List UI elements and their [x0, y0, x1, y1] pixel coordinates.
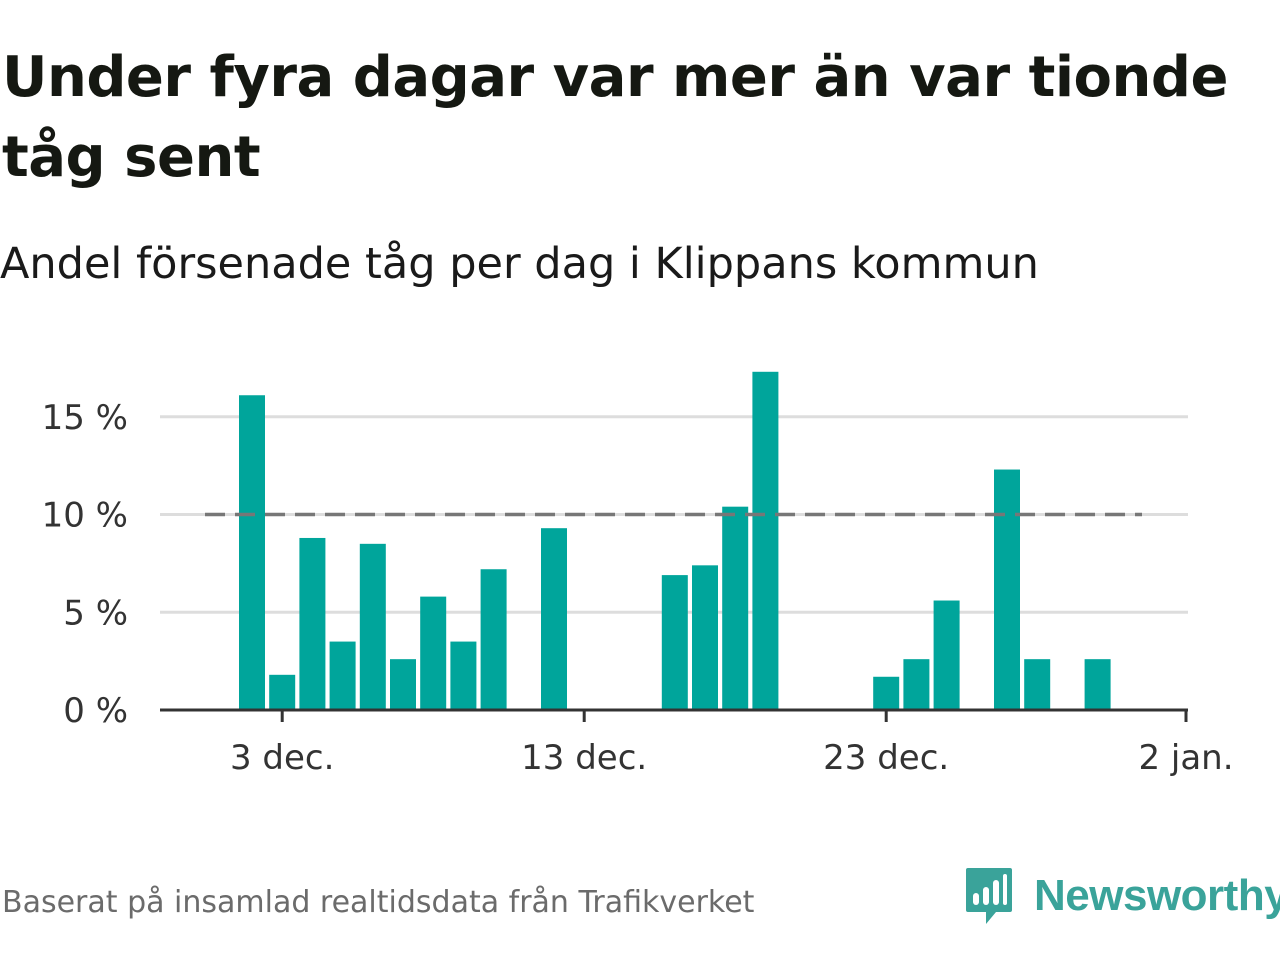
- bar: [1024, 659, 1051, 710]
- bar: [541, 528, 567, 710]
- chart-subtitle: Andel försenade tåg per dag i Klippans k…: [0, 239, 1039, 289]
- y-tick-label: 15 %: [42, 398, 128, 438]
- bar: [873, 676, 900, 710]
- bar: [661, 575, 688, 710]
- bar: [450, 641, 477, 710]
- x-axis-labels: 3 dec. 13 dec. 23 dec. 2 jan.: [230, 738, 1234, 778]
- x-axis: [160, 708, 1188, 722]
- x-tick-label: 2 jan.: [1138, 738, 1233, 778]
- bar: [420, 596, 447, 710]
- source-note: Baserat på insamlad realtidsdata från Tr…: [2, 885, 755, 920]
- x-tick-label: 23 dec.: [823, 738, 949, 778]
- chart-title: Under fyra dagar var mer än var tionde t…: [2, 45, 1228, 190]
- y-tick-label: 10 %: [42, 496, 128, 536]
- bar: [692, 565, 718, 710]
- bar: [390, 659, 416, 710]
- bar: [239, 395, 265, 710]
- bar: [269, 674, 296, 710]
- brand-name: Newsworthy: [1034, 871, 1280, 920]
- bar: [933, 600, 960, 710]
- bar-chart: 0 % 5 % 10 % 15 % 3 dec. 13 dec. 23 dec. 2 jan…: [42, 371, 1234, 778]
- brand-logo: Newsworthy: [964, 864, 1280, 928]
- bar: [329, 641, 356, 710]
- bar: [1084, 659, 1111, 710]
- bar: [359, 543, 386, 710]
- x-tick-label: 3 dec.: [230, 738, 334, 778]
- x-tick-label: 13 dec.: [521, 738, 647, 778]
- y-tick-label: 0 %: [63, 691, 128, 731]
- newsworthy-logo-icon: [966, 868, 1012, 924]
- bar: [994, 469, 1020, 710]
- bars: [239, 371, 1111, 710]
- bar: [752, 371, 779, 710]
- bar: [480, 569, 507, 710]
- bar: [722, 506, 749, 710]
- bar: [299, 537, 326, 710]
- bar: [903, 659, 930, 710]
- y-tick-label: 5 %: [63, 593, 128, 633]
- y-axis-labels: 0 % 5 % 10 % 15 %: [42, 398, 128, 731]
